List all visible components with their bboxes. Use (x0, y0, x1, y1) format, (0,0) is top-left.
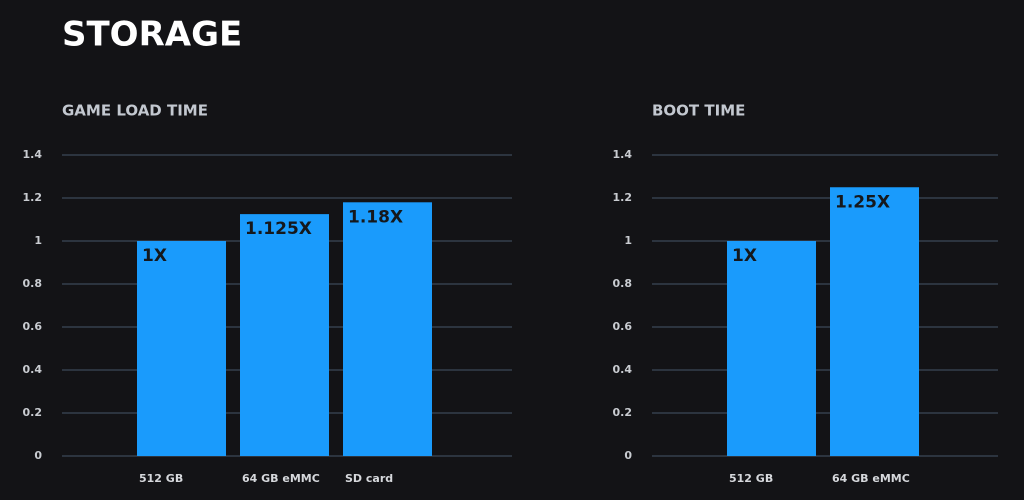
slide-title: STORAGE (62, 15, 242, 55)
chart-title: BOOT TIME (652, 102, 745, 120)
y-tick-label: 0.6 (23, 320, 43, 333)
y-tick-label: 1.4 (23, 148, 43, 161)
bar (830, 187, 919, 456)
y-tick-label: 0.2 (613, 406, 633, 419)
value-label: 1.125X (245, 219, 312, 239)
x-tick-label: 64 GB eMMC (832, 472, 910, 485)
y-tick-label: 0.4 (23, 363, 43, 376)
y-tick-label: 1 (624, 234, 632, 247)
x-tick-label: 512 GB (139, 472, 183, 485)
bar (240, 214, 329, 456)
x-tick-label: 512 GB (729, 472, 773, 485)
x-tick-label: SD card (345, 472, 393, 485)
value-label: 1X (732, 246, 757, 266)
value-label: 1.18X (348, 207, 403, 227)
value-label: 1.25X (835, 192, 890, 212)
bar (343, 202, 432, 456)
y-tick-label: 0.2 (23, 406, 43, 419)
y-tick-label: 0.6 (613, 320, 633, 333)
value-label: 1X (142, 246, 167, 266)
y-tick-label: 0 (624, 449, 632, 462)
chart-title: GAME LOAD TIME (62, 102, 208, 120)
y-tick-label: 1 (34, 234, 42, 247)
y-tick-label: 1.2 (23, 191, 43, 204)
y-tick-label: 1.2 (613, 191, 633, 204)
y-tick-label: 1.4 (613, 148, 633, 161)
y-tick-label: 0 (34, 449, 42, 462)
x-tick-label: 64 GB eMMC (242, 472, 320, 485)
bar (727, 241, 816, 456)
bar (137, 241, 226, 456)
y-tick-label: 0.8 (613, 277, 633, 290)
y-tick-label: 0.8 (23, 277, 43, 290)
y-tick-label: 0.4 (613, 363, 633, 376)
